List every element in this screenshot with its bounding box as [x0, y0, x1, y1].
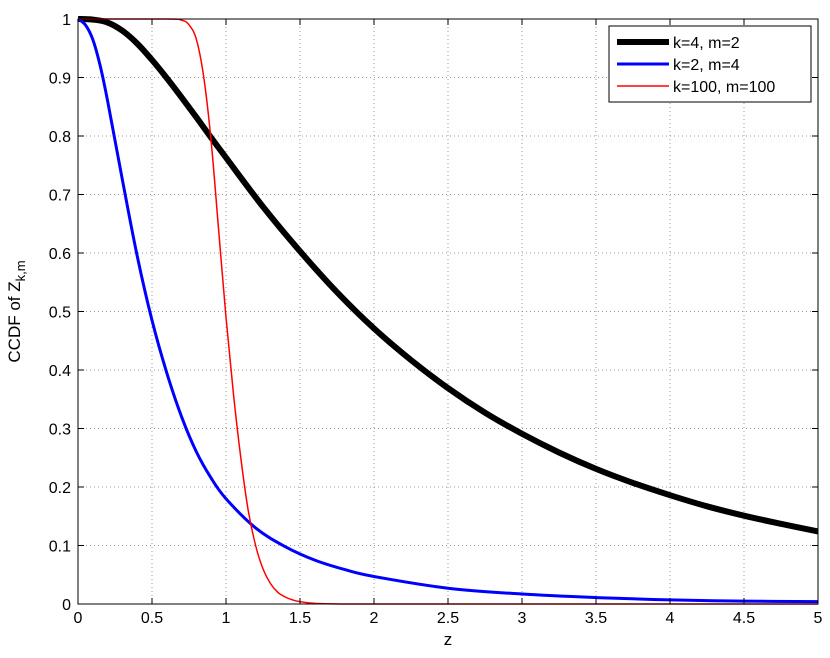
x-tick-label: 1: [222, 610, 231, 627]
legend: k=4, m=2 k=2, m=4 k=100, m=100: [608, 25, 812, 103]
y-tick-label: 0.1: [49, 539, 71, 556]
x-tick-label: 2.5: [437, 610, 459, 627]
y-tick-label: 0.2: [49, 480, 71, 497]
x-tick-label: 5: [814, 610, 823, 627]
y-tick-label: 0.4: [49, 363, 71, 380]
y-axis-label: CCDF of Zk,m: [5, 260, 28, 362]
y-tick-label: 0.9: [49, 71, 71, 88]
x-tick-label: 4.5: [733, 610, 755, 627]
y-tick-label: 0: [62, 597, 71, 614]
x-tick-label: 2: [370, 610, 379, 627]
y-tick-label: 0.5: [49, 305, 71, 322]
x-tick-label: 4: [666, 610, 675, 627]
y-axis-label-main: CCDF of Z: [5, 281, 24, 362]
legend-label-3: k=100, m=100: [673, 79, 775, 96]
legend-label-1: k=4, m=2: [673, 35, 740, 52]
x-tick-label: 0: [74, 610, 83, 627]
x-axis-label: z: [444, 630, 453, 649]
axis-ticks: 0 0.5 1 1.5 2 2.5 3 3.5 4 4.5 5 0 0.1 0.2 0.3 0.4 0.5 0.6…: [49, 12, 823, 627]
y-tick-label: 0.3: [49, 422, 71, 439]
y-tick-label: 0.6: [49, 246, 71, 263]
y-axis-label-subscript: k,m: [13, 260, 28, 281]
legend-label-2: k=2, m=4: [673, 57, 740, 74]
y-tick-label: 0.7: [49, 188, 71, 205]
y-tick-label: 1: [62, 12, 71, 29]
x-tick-label: 3: [518, 610, 527, 627]
x-tick-label: 3.5: [585, 610, 607, 627]
y-tick-label: 0.8: [49, 129, 71, 146]
x-tick-label: 1.5: [289, 610, 311, 627]
x-tick-label: 0.5: [141, 610, 163, 627]
series-line-2: [77, 17, 819, 604]
series-line-1: [77, 16, 819, 535]
